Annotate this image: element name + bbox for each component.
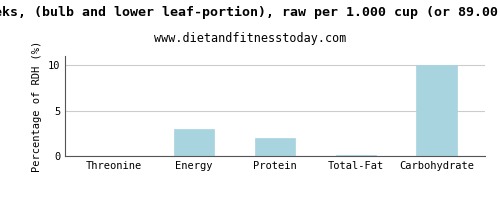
Text: www.dietandfitnesstoday.com: www.dietandfitnesstoday.com (154, 32, 346, 45)
Bar (416, 65, 457, 156)
Bar (174, 129, 214, 156)
Bar (255, 138, 295, 156)
Bar (336, 155, 376, 156)
Text: Leeks, (bulb and lower leaf-portion), raw per 1.000 cup (or 89.00 g): Leeks, (bulb and lower leaf-portion), ra… (0, 6, 500, 19)
Y-axis label: Percentage of RDH (%): Percentage of RDH (%) (32, 40, 42, 172)
